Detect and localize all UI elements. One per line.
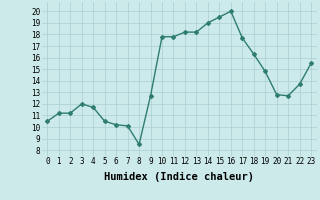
X-axis label: Humidex (Indice chaleur): Humidex (Indice chaleur) xyxy=(104,172,254,182)
